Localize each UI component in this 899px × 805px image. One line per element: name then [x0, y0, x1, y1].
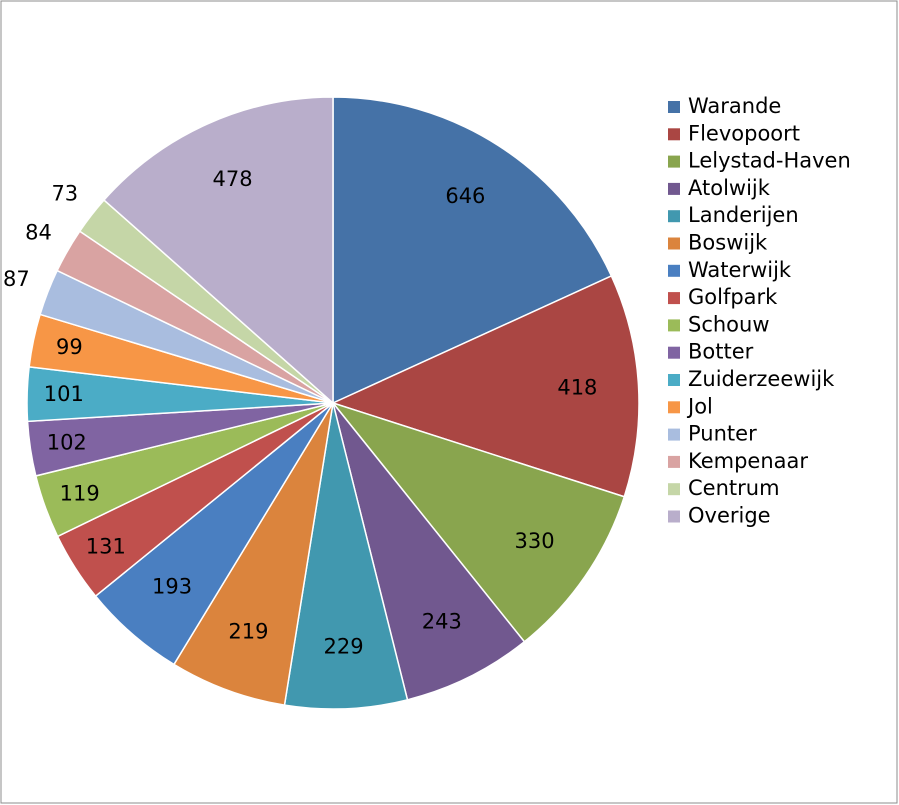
- data-label: 219: [228, 620, 268, 644]
- data-label: 418: [557, 376, 597, 400]
- legend-label: Jol: [686, 394, 713, 418]
- legend-label: Zuiderzeewijk: [688, 367, 835, 391]
- data-label: 131: [86, 535, 126, 559]
- data-label: 102: [47, 430, 87, 454]
- data-label: 99: [56, 335, 83, 359]
- legend-label: Schouw: [688, 312, 770, 336]
- legend-label: Kempenaar: [688, 449, 808, 473]
- legend-label: Flevopoort: [688, 121, 800, 145]
- data-label: 646: [445, 184, 485, 208]
- legend-label: Lelystad-Haven: [688, 149, 851, 173]
- legend-swatch: [668, 455, 680, 468]
- data-label: 478: [213, 167, 253, 191]
- legend-label: Centrum: [688, 476, 780, 500]
- legend-swatch: [668, 483, 680, 496]
- pie-slice: [102, 96, 334, 405]
- pie-slice: [330, 274, 640, 498]
- legend-swatch: [668, 374, 680, 386]
- legend-swatch: [668, 182, 680, 195]
- legend-swatch: [668, 346, 680, 359]
- pie-slice: [332, 96, 613, 405]
- data-label: 84: [25, 221, 52, 245]
- legend-swatch: [668, 510, 680, 523]
- data-label: 73: [51, 182, 78, 206]
- legend-label: Atolwijk: [688, 176, 771, 200]
- data-label: 119: [60, 481, 100, 505]
- pie-slice: [283, 402, 409, 710]
- legend-label: Waterwijk: [688, 258, 792, 282]
- legend-swatch: [668, 401, 680, 414]
- legend-label: Overige: [688, 504, 771, 528]
- data-label: 101: [44, 382, 84, 406]
- legend-swatch: [668, 210, 680, 223]
- legend-swatch: [668, 428, 680, 441]
- legend-swatch: [668, 155, 680, 168]
- legend-swatch: [668, 319, 680, 332]
- pie-slice: [172, 402, 334, 706]
- legend-swatch: [668, 101, 680, 113]
- legend-swatch: [668, 128, 680, 141]
- legend-label: Landerijen: [688, 203, 799, 227]
- legend-label: Boswijk: [688, 231, 768, 255]
- legend-label: Botter: [688, 340, 754, 364]
- data-label: 229: [324, 635, 364, 659]
- pie-slice: [332, 402, 526, 701]
- legend-label: Warande: [688, 94, 781, 118]
- data-label: 87: [3, 267, 30, 291]
- legend-label: Golfpark: [688, 285, 778, 309]
- legend-swatch: [668, 292, 680, 305]
- data-label: 330: [515, 529, 555, 553]
- legend-swatch: [668, 237, 680, 250]
- legend-label: Punter: [688, 422, 757, 446]
- data-label: 193: [152, 574, 192, 598]
- data-label: 243: [422, 609, 462, 633]
- legend-swatch: [668, 264, 680, 277]
- pie-slice: [330, 401, 626, 643]
